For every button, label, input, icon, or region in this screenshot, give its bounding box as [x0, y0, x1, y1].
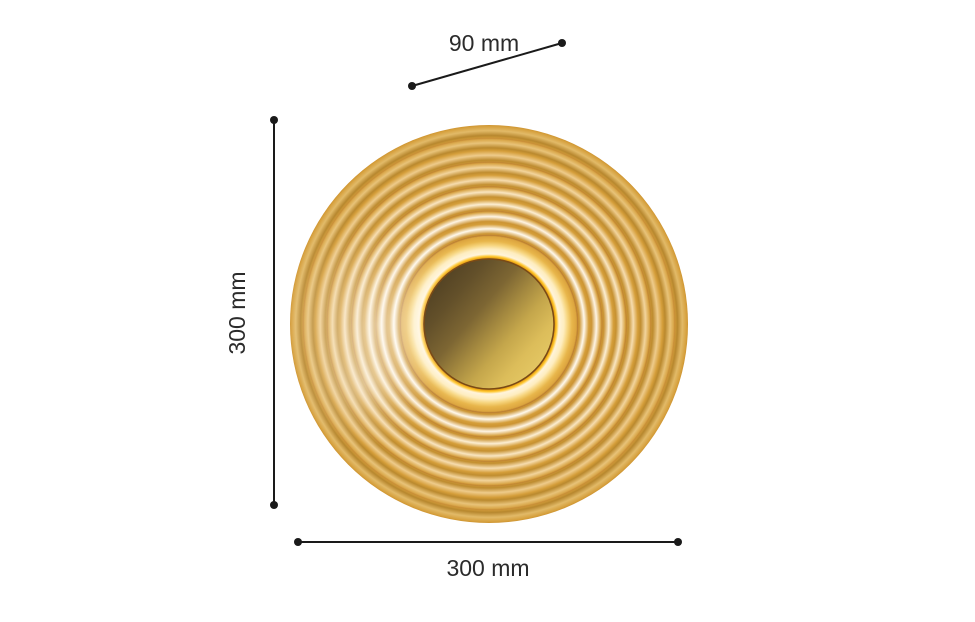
svg-text:90 mm: 90 mm [449, 30, 519, 56]
svg-text:300 mm: 300 mm [446, 555, 529, 581]
svg-text:300 mm: 300 mm [224, 271, 250, 354]
